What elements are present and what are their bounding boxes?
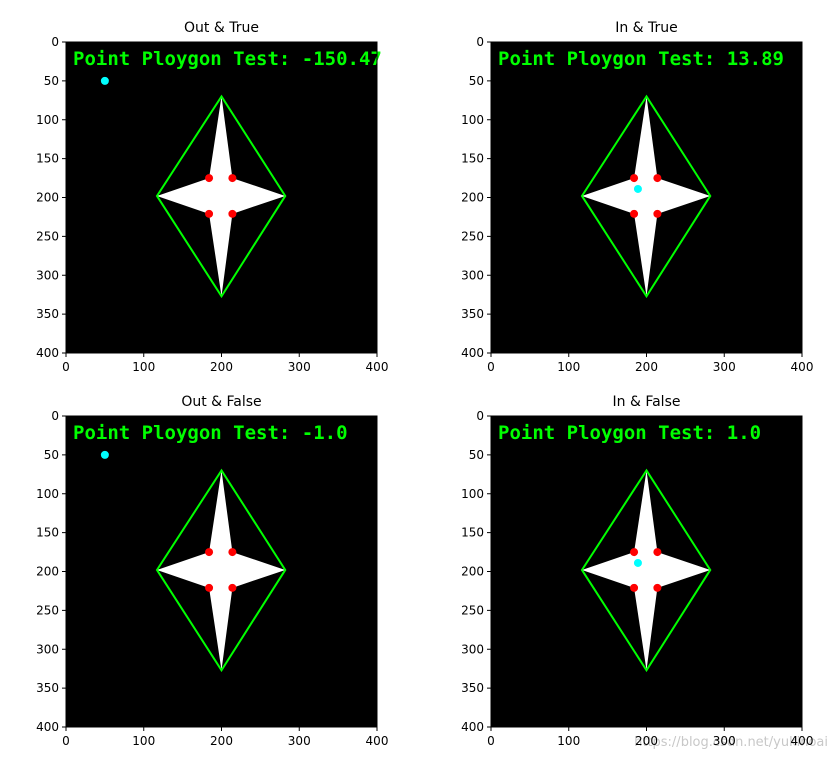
vertex-point: [630, 209, 639, 218]
y-tick-label: 150: [36, 152, 59, 166]
watermark: https://blog.csdn.net/yukinoai: [634, 735, 828, 750]
y-tick-label: 400: [461, 720, 484, 734]
star-polygon: [581, 470, 711, 671]
vertex-point: [630, 174, 639, 183]
x-tick-label: 0: [62, 360, 70, 374]
y-tick-label: 400: [36, 346, 59, 360]
x-tick-label: 400: [791, 734, 814, 748]
x-tick-label: 400: [366, 360, 389, 374]
y-tick-label: 350: [461, 307, 484, 321]
x-tick-label: 0: [62, 734, 70, 748]
vertex-point: [653, 209, 662, 218]
x-tick-label: 100: [557, 360, 580, 374]
y-tick-label: 350: [461, 681, 484, 695]
y-tick-label: 100: [36, 113, 59, 127]
y-tick-label: 250: [461, 603, 484, 617]
subplot: Out & True Point Ploygon Test: -150.47 0 10…: [36, 20, 388, 374]
vertex-point: [630, 583, 639, 592]
x-tick-label: 100: [132, 360, 155, 374]
y-tick-label: 300: [36, 268, 59, 282]
y-tick-label: 200: [36, 565, 59, 579]
vertex-point: [205, 548, 214, 557]
y-tick-label: 50: [469, 448, 484, 462]
test-point: [100, 76, 109, 85]
convex-hull: [155, 94, 287, 299]
test-point: [100, 450, 109, 459]
x-tick-label: 200: [635, 734, 658, 748]
subplot-title: Out & False: [181, 394, 261, 410]
y-tick-label: 150: [461, 152, 484, 166]
annotation: Point Ploygon Test: -1.0: [73, 422, 348, 444]
y-tick-label: 300: [36, 642, 59, 656]
y-tick-label: 0: [476, 35, 484, 49]
vertex-point: [228, 548, 237, 557]
test-point: [633, 558, 642, 567]
y-tick-label: 300: [461, 642, 484, 656]
star-polygon: [581, 96, 711, 297]
y-tick-label: 50: [469, 74, 484, 88]
y-tick-label: 0: [51, 409, 59, 423]
star-polygon: [156, 96, 286, 297]
vertex-point: [630, 548, 639, 557]
annotation: Point Ploygon Test: 13.89: [498, 48, 784, 70]
subplot: Out & False Point Ploygon Test: -1.0 0 100 2…: [36, 394, 388, 748]
y-tick-label: 100: [461, 487, 484, 501]
y-tick-label: 250: [461, 229, 484, 243]
subplot: In & False Point Ploygon Test: 1.0 0 100 200…: [461, 394, 813, 748]
x-tick-label: 300: [713, 734, 736, 748]
x-tick-label: 400: [366, 734, 389, 748]
y-tick-label: 250: [36, 229, 59, 243]
vertex-point: [653, 174, 662, 183]
y-tick-label: 200: [461, 191, 484, 205]
annotation: Point Ploygon Test: 1.0: [498, 422, 761, 444]
y-tick-label: 400: [36, 720, 59, 734]
vertex-point: [205, 174, 214, 183]
vertex-point: [653, 583, 662, 592]
vertex-point: [228, 209, 237, 218]
y-tick-label: 350: [36, 307, 59, 321]
x-tick-label: 300: [288, 734, 311, 748]
x-tick-label: 300: [288, 360, 311, 374]
convex-hull: [580, 468, 712, 673]
subplot-title: In & True: [615, 20, 678, 36]
subplot-title: Out & True: [184, 20, 259, 36]
y-tick-label: 150: [461, 526, 484, 540]
y-tick-label: 200: [36, 191, 59, 205]
subplot-title: In & False: [613, 394, 681, 410]
annotation: Point Ploygon Test: -150.47: [73, 48, 382, 70]
y-tick-label: 200: [461, 565, 484, 579]
y-tick-label: 100: [461, 113, 484, 127]
x-tick-label: 200: [635, 360, 658, 374]
y-tick-label: 0: [51, 35, 59, 49]
y-tick-label: 350: [36, 681, 59, 695]
x-tick-label: 100: [132, 734, 155, 748]
star-polygon: [156, 470, 286, 671]
convex-hull: [155, 468, 287, 673]
vertex-point: [205, 583, 214, 592]
x-tick-label: 0: [487, 360, 495, 374]
x-tick-label: 100: [557, 734, 580, 748]
vertex-point: [228, 583, 237, 592]
y-tick-label: 50: [44, 448, 59, 462]
x-tick-label: 400: [791, 360, 814, 374]
subplot: In & True Point Ploygon Test: 13.89 0 100 20…: [461, 20, 813, 374]
vertex-point: [653, 548, 662, 557]
x-tick-label: 300: [713, 360, 736, 374]
y-tick-label: 150: [36, 526, 59, 540]
vertex-point: [228, 174, 237, 183]
vertex-point: [205, 209, 214, 218]
y-tick-label: 300: [461, 268, 484, 282]
x-tick-label: 200: [210, 734, 233, 748]
test-point: [633, 184, 642, 193]
y-tick-label: 400: [461, 346, 484, 360]
convex-hull: [580, 94, 712, 299]
y-tick-label: 50: [44, 74, 59, 88]
y-tick-label: 100: [36, 487, 59, 501]
x-tick-label: 0: [487, 734, 495, 748]
y-tick-label: 0: [476, 409, 484, 423]
y-tick-label: 250: [36, 603, 59, 617]
x-tick-label: 200: [210, 360, 233, 374]
